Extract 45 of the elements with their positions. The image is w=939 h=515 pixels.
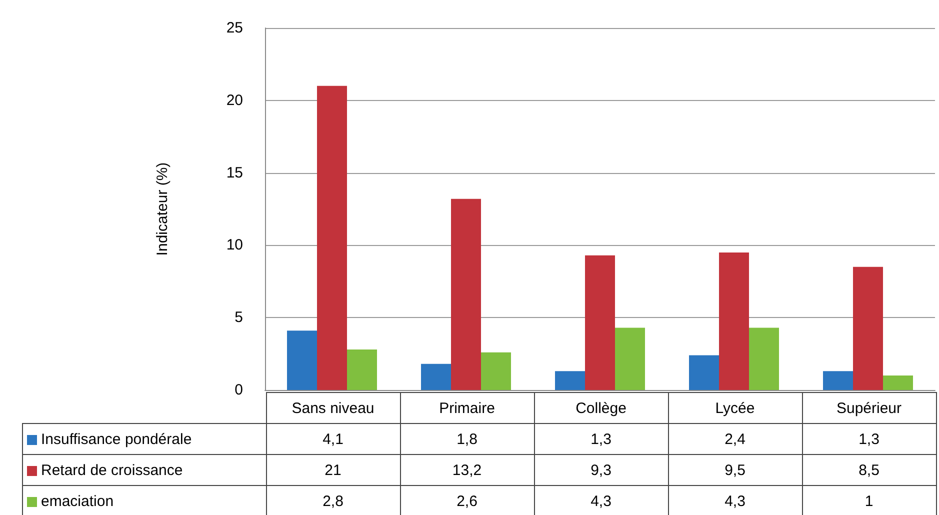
data-label: 2,4 xyxy=(668,424,802,454)
y-tick-label: 5 xyxy=(234,309,243,326)
bar xyxy=(585,255,615,390)
data-label: 2,8 xyxy=(266,486,400,515)
y-tick-label: 20 xyxy=(226,92,243,109)
data-label: 1,8 xyxy=(400,424,534,454)
bar xyxy=(823,371,853,390)
legend-label: Insuffisance pondérale xyxy=(22,424,266,454)
x-tick-label: Lycée xyxy=(668,392,802,424)
bar xyxy=(287,330,317,390)
bar xyxy=(615,328,645,390)
data-label: 4,3 xyxy=(534,486,668,515)
y-tick-label: 0 xyxy=(234,382,243,398)
data-label: 1,3 xyxy=(534,424,668,454)
bar xyxy=(555,371,585,390)
y-tick-label: 10 xyxy=(226,236,243,254)
bar xyxy=(749,328,779,390)
x-tick-label: Supérieur xyxy=(802,392,936,424)
bar xyxy=(883,376,913,390)
legend-label: Retard de croissance xyxy=(22,454,266,486)
x-tick-label: Sans niveau xyxy=(266,392,400,424)
y-tick-label: 15 xyxy=(226,164,243,182)
data-label: 1 xyxy=(802,486,936,515)
data-label: 8,5 xyxy=(802,454,936,486)
bar xyxy=(853,266,883,390)
data-label: 9,5 xyxy=(668,454,802,486)
bar xyxy=(689,355,719,390)
data-label: 4,3 xyxy=(668,486,802,515)
bar xyxy=(317,86,347,390)
x-tick-label: Primaire xyxy=(400,392,534,424)
bar xyxy=(421,364,451,390)
bar xyxy=(347,349,377,390)
data-label: 4,1 xyxy=(266,424,400,454)
data-label: 21 xyxy=(266,454,400,486)
data-label: 13,2 xyxy=(400,454,534,486)
bar xyxy=(451,198,481,390)
data-label: 9,3 xyxy=(534,454,668,486)
bar xyxy=(481,352,511,390)
x-tick-label: Collège xyxy=(534,392,668,424)
y-axis-title: Indicateur (%) xyxy=(154,162,171,256)
legend-label: emaciation xyxy=(22,486,266,515)
bar xyxy=(719,252,749,390)
data-label: 1,3 xyxy=(802,424,936,454)
data-label: 2,6 xyxy=(400,486,534,515)
y-tick-label: 25 xyxy=(226,20,243,36)
